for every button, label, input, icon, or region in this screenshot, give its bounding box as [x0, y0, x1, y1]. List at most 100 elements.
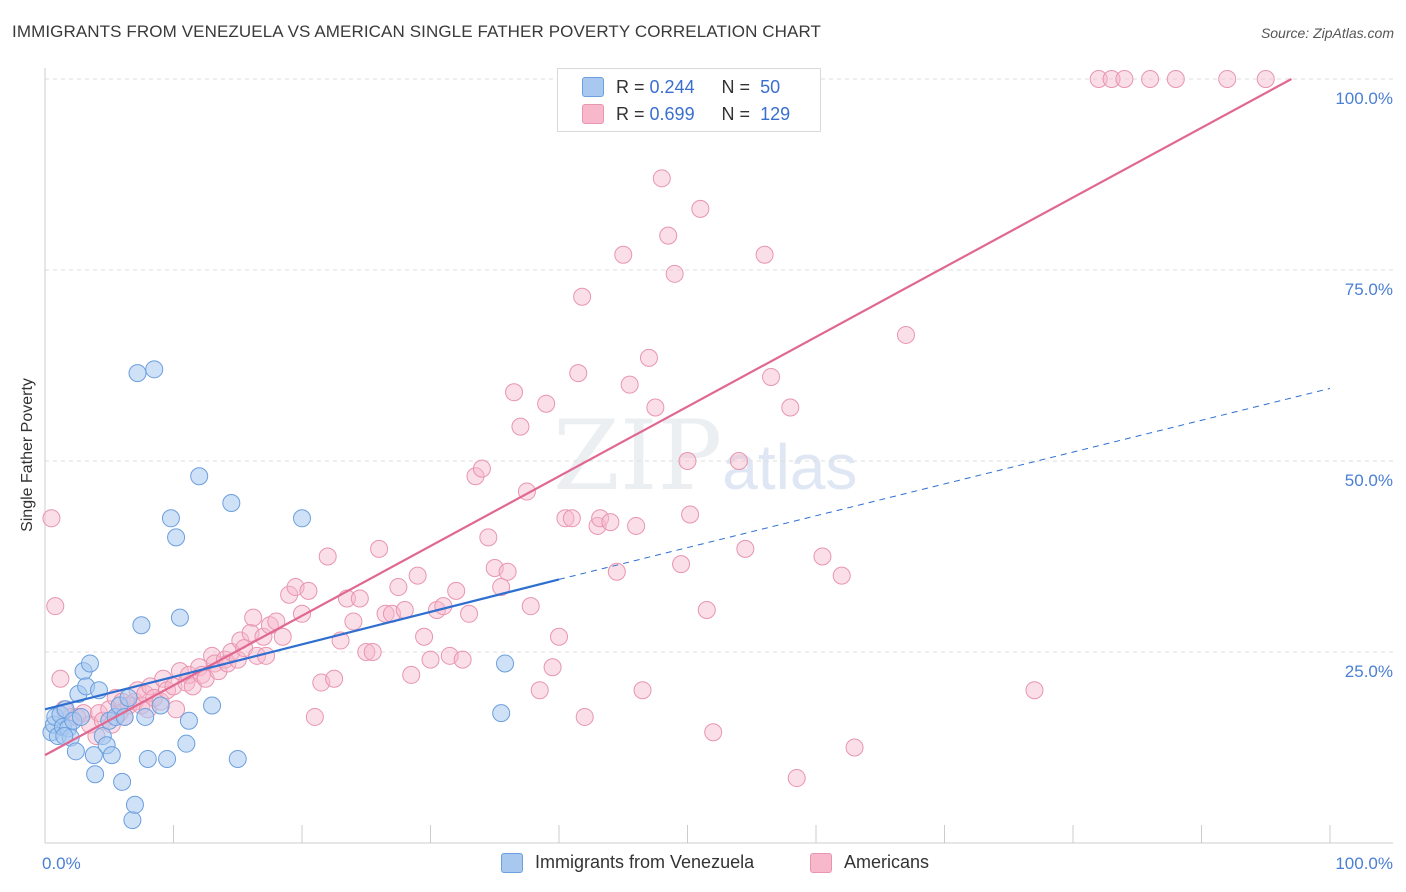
data-point-americans: [350, 589, 369, 608]
data-point-americans: [607, 562, 626, 581]
data-point-americans: [344, 612, 363, 631]
legend-swatch-blue: [582, 77, 604, 97]
data-point-americans: [896, 325, 915, 344]
data-point-americans: [845, 738, 864, 757]
data-point-americans: [601, 513, 620, 532]
data-point-americans: [325, 669, 344, 688]
data-point-americans: [1141, 70, 1160, 88]
data-point-americans: [1102, 70, 1121, 88]
data-point-americans: [620, 375, 639, 394]
data-point-americans: [1256, 70, 1275, 88]
axes: [44, 68, 1393, 844]
data-point-venezuela: [123, 811, 142, 830]
correlation-legend: R = 0.244 N = 50 R = 0.699 N = 129: [557, 68, 821, 132]
data-point-americans: [762, 367, 781, 386]
data-point-venezuela: [128, 364, 147, 383]
data-point-venezuela: [222, 494, 241, 513]
data-point-americans: [1025, 681, 1044, 700]
legend-row-venezuela: R = 0.244 N = 50: [582, 75, 780, 99]
legend-n-label: N =: [721, 76, 751, 97]
data-point-venezuela: [161, 509, 180, 528]
data-point-venezuela: [132, 616, 151, 635]
data-point-americans: [691, 199, 710, 218]
legend-swatch-pink: [582, 104, 604, 124]
series-venezuela: [42, 360, 515, 830]
data-point-americans: [1166, 70, 1185, 88]
legend-item-americans[interactable]: Americans: [810, 852, 929, 873]
y-tick-label: 25.0%: [1345, 662, 1393, 681]
data-point-venezuela: [119, 688, 138, 707]
data-point-americans: [573, 287, 592, 306]
series-americans: [42, 70, 1275, 788]
data-point-americans: [498, 562, 517, 581]
data-point-americans: [627, 516, 646, 535]
data-point-americans: [530, 681, 549, 700]
data-point-venezuela: [80, 654, 99, 673]
legend-r-label: R =: [616, 103, 645, 124]
legend-swatch-pink: [810, 852, 832, 873]
data-point-americans: [318, 547, 337, 566]
data-point-americans: [408, 566, 427, 585]
data-point-americans: [389, 578, 408, 597]
data-point-americans: [472, 459, 491, 478]
data-point-americans: [639, 348, 658, 367]
legend-n-label: N =: [721, 103, 751, 124]
data-point-venezuela: [293, 509, 311, 528]
data-point-americans: [781, 398, 800, 417]
legend-item-venezuela[interactable]: Immigrants from Venezuela: [501, 852, 754, 873]
data-point-americans: [704, 723, 723, 742]
legend-n-value: 50: [760, 76, 781, 97]
data-point-americans: [678, 452, 697, 470]
legend-label-americans: Americans: [844, 852, 930, 872]
data-point-venezuela: [102, 746, 121, 765]
legend-row-americans: R = 0.699 N = 129: [582, 102, 790, 126]
data-point-venezuela: [151, 696, 170, 715]
trend-line-venezuela-extension: [558, 387, 1331, 580]
data-point-venezuela: [158, 749, 177, 768]
data-point-americans: [51, 669, 70, 688]
data-point-venezuela: [190, 467, 209, 486]
data-point-venezuela: [228, 749, 247, 768]
data-point-venezuela: [145, 360, 164, 379]
data-point-venezuela: [125, 795, 144, 814]
data-point-americans: [633, 681, 652, 700]
data-point-americans: [659, 226, 678, 245]
data-point-americans: [402, 665, 421, 684]
data-point-americans: [1089, 70, 1108, 88]
data-point-americans: [787, 769, 806, 788]
legend-n-value: 129: [760, 103, 791, 124]
data-point-americans: [357, 643, 376, 661]
data-point-americans: [569, 364, 588, 383]
legend-swatch-blue: [501, 852, 523, 873]
data-point-americans: [273, 627, 292, 646]
data-point-venezuela: [203, 696, 222, 715]
data-point-americans: [280, 585, 299, 604]
data-point-americans: [697, 600, 716, 619]
legend-r-label: R =: [616, 76, 645, 97]
data-point-americans: [646, 398, 665, 417]
data-point-americans: [575, 707, 594, 726]
data-point-americans: [614, 245, 633, 264]
data-point-venezuela: [170, 608, 189, 627]
data-point-americans: [46, 597, 65, 616]
data-point-americans: [832, 566, 851, 585]
data-point-americans: [556, 509, 575, 528]
data-point-venezuela: [496, 654, 515, 673]
data-point-venezuela: [177, 734, 196, 753]
data-point-venezuela: [113, 772, 132, 791]
data-point-americans: [813, 547, 832, 566]
data-point-americans: [299, 581, 318, 600]
data-point-americans: [521, 597, 540, 616]
data-point-americans: [447, 581, 466, 600]
data-point-americans: [672, 555, 691, 574]
data-point-americans: [665, 264, 684, 283]
data-point-americans: [244, 608, 263, 627]
y-tick-label: 50.0%: [1345, 471, 1393, 490]
data-point-americans: [729, 452, 748, 470]
data-point-americans: [591, 509, 610, 528]
series-legend: Immigrants from Venezuela Americans: [0, 852, 1406, 878]
data-point-americans: [363, 643, 382, 661]
data-point-venezuela: [84, 746, 103, 765]
legend-label-venezuela: Immigrants from Venezuela: [535, 852, 755, 872]
